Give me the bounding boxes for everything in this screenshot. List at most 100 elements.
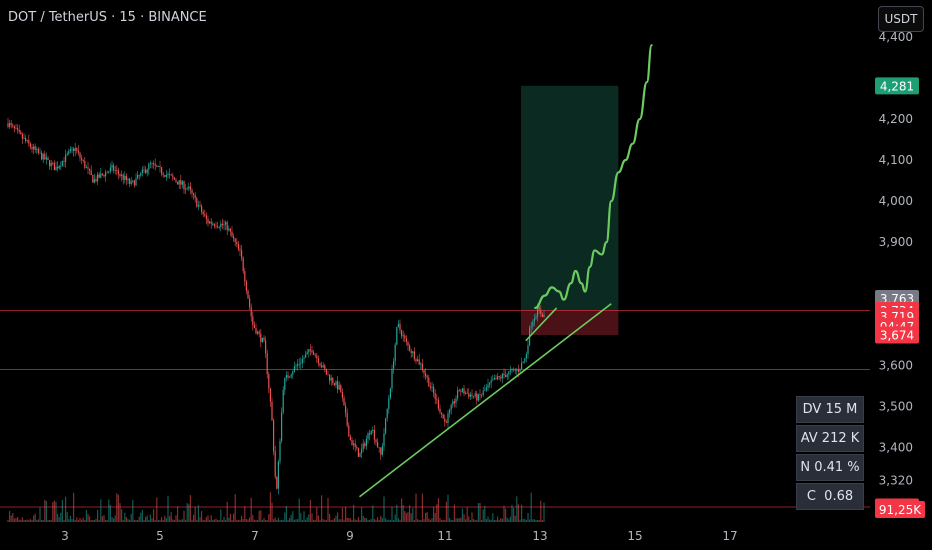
candle-body-327 (530, 326, 532, 328)
candle-body-43 (76, 148, 78, 151)
candle-body-236 (385, 418, 387, 434)
volume-bar-320 (519, 519, 521, 522)
currency-button[interactable]: USDT (878, 6, 924, 32)
volume-bar-258 (420, 519, 422, 522)
candle-body-308 (500, 376, 502, 379)
candle-body-88 (148, 163, 150, 170)
candle-body-69 (117, 170, 119, 174)
volume-bar-81 (137, 519, 139, 522)
volume-bar-105 (175, 515, 177, 522)
candle-body-194 (317, 358, 319, 364)
volume-bar-120 (199, 517, 201, 522)
candle-body-242 (394, 344, 396, 362)
candle-body-94 (157, 165, 159, 167)
candle-body-146 (241, 250, 243, 258)
candle-body-54 (93, 179, 95, 183)
candle-body-261 (425, 373, 427, 377)
price-badge-bg-5 (875, 326, 919, 344)
volume-bar-203 (332, 519, 334, 522)
volume-bar-213 (348, 518, 350, 522)
volume-bar-326 (529, 519, 531, 522)
volume-bar-87 (146, 515, 148, 522)
candle-body-25 (47, 157, 49, 160)
candle-body-186 (305, 354, 307, 358)
candle-body-82 (138, 174, 140, 176)
volume-bar-85 (143, 519, 145, 522)
candle-body-310 (503, 373, 505, 376)
volume-bar-109 (181, 519, 183, 522)
volume-bar-229 (373, 518, 375, 522)
x-tick-label-3: 9 (346, 529, 354, 543)
candle-body-211 (345, 405, 347, 414)
candle-body-221 (361, 449, 363, 454)
volume-bar-275 (447, 494, 449, 522)
candle-body-87 (146, 169, 148, 173)
volume-bar-166 (273, 519, 275, 522)
candle-body-111 (185, 188, 187, 190)
candle-body-304 (493, 378, 495, 380)
volume-bar-18 (36, 519, 38, 522)
volume-bar-93 (156, 497, 158, 522)
candle-body-30 (55, 166, 57, 171)
volume-bar-264 (429, 520, 431, 522)
candle-body-207 (338, 385, 340, 390)
volume-bar-240 (391, 506, 393, 522)
candle-body-169 (277, 461, 279, 489)
volume-bar-273 (444, 519, 446, 522)
volume-bar-149 (245, 519, 247, 522)
volume-bar-19 (37, 519, 39, 522)
candle-body-317 (514, 369, 516, 371)
volume-bar-75 (127, 519, 129, 522)
volume-bar-295 (479, 503, 481, 522)
volume-bar-111 (185, 519, 187, 522)
volume-bar-89 (149, 514, 151, 522)
price-badge-bg-0 (875, 77, 919, 95)
candle-body-226 (369, 433, 371, 435)
candle-body-123 (204, 214, 206, 216)
volume-bar-147 (242, 519, 244, 522)
volume-bar-17 (34, 513, 36, 522)
stat-av: AV 212 K (796, 425, 864, 452)
volume-bar-128 (212, 519, 214, 522)
candle-body-154 (253, 324, 255, 329)
candle-body-210 (343, 397, 345, 406)
volume-bar-289 (469, 520, 471, 522)
candle-body-288 (468, 393, 470, 397)
volume-bar-279 (453, 504, 455, 522)
volume-bar-158 (260, 510, 262, 522)
volume-bar-91 (153, 509, 155, 522)
candle-body-329 (533, 318, 535, 322)
volume-bar-31 (57, 514, 59, 522)
candle-body-202 (330, 377, 332, 381)
volume-bar-284 (461, 508, 463, 522)
candle-body-131 (217, 226, 219, 228)
candle-body-299 (485, 387, 487, 391)
candle-body-85 (143, 169, 145, 171)
volume-bar-307 (498, 519, 500, 522)
volume-bar-198 (324, 519, 326, 522)
candle-body-331 (537, 306, 539, 317)
volume-bar-206 (337, 512, 339, 522)
volume-bar-146 (241, 515, 243, 522)
candle-body-254 (413, 351, 415, 360)
volume-bar-200 (327, 498, 329, 522)
candle-body-95 (159, 165, 161, 168)
candle-body-163 (268, 374, 270, 389)
volume-bar-325 (527, 512, 529, 522)
volume-bar-13 (28, 519, 30, 522)
candle-body-258 (420, 363, 422, 365)
candle-body-282 (458, 390, 460, 392)
candle-body-13 (28, 140, 30, 144)
candle-body-239 (389, 388, 391, 399)
volume-bar-197 (322, 519, 324, 522)
volume-bar-312 (506, 517, 508, 522)
volume-bar-263 (428, 518, 430, 522)
candle-body-49 (85, 167, 87, 169)
volume-bar-309 (501, 518, 503, 522)
candle-body-229 (373, 429, 375, 440)
volume-bar-288 (468, 516, 470, 522)
volume-bars (7, 492, 545, 522)
volume-bar-73 (124, 512, 126, 522)
candle-body-106 (177, 181, 179, 185)
